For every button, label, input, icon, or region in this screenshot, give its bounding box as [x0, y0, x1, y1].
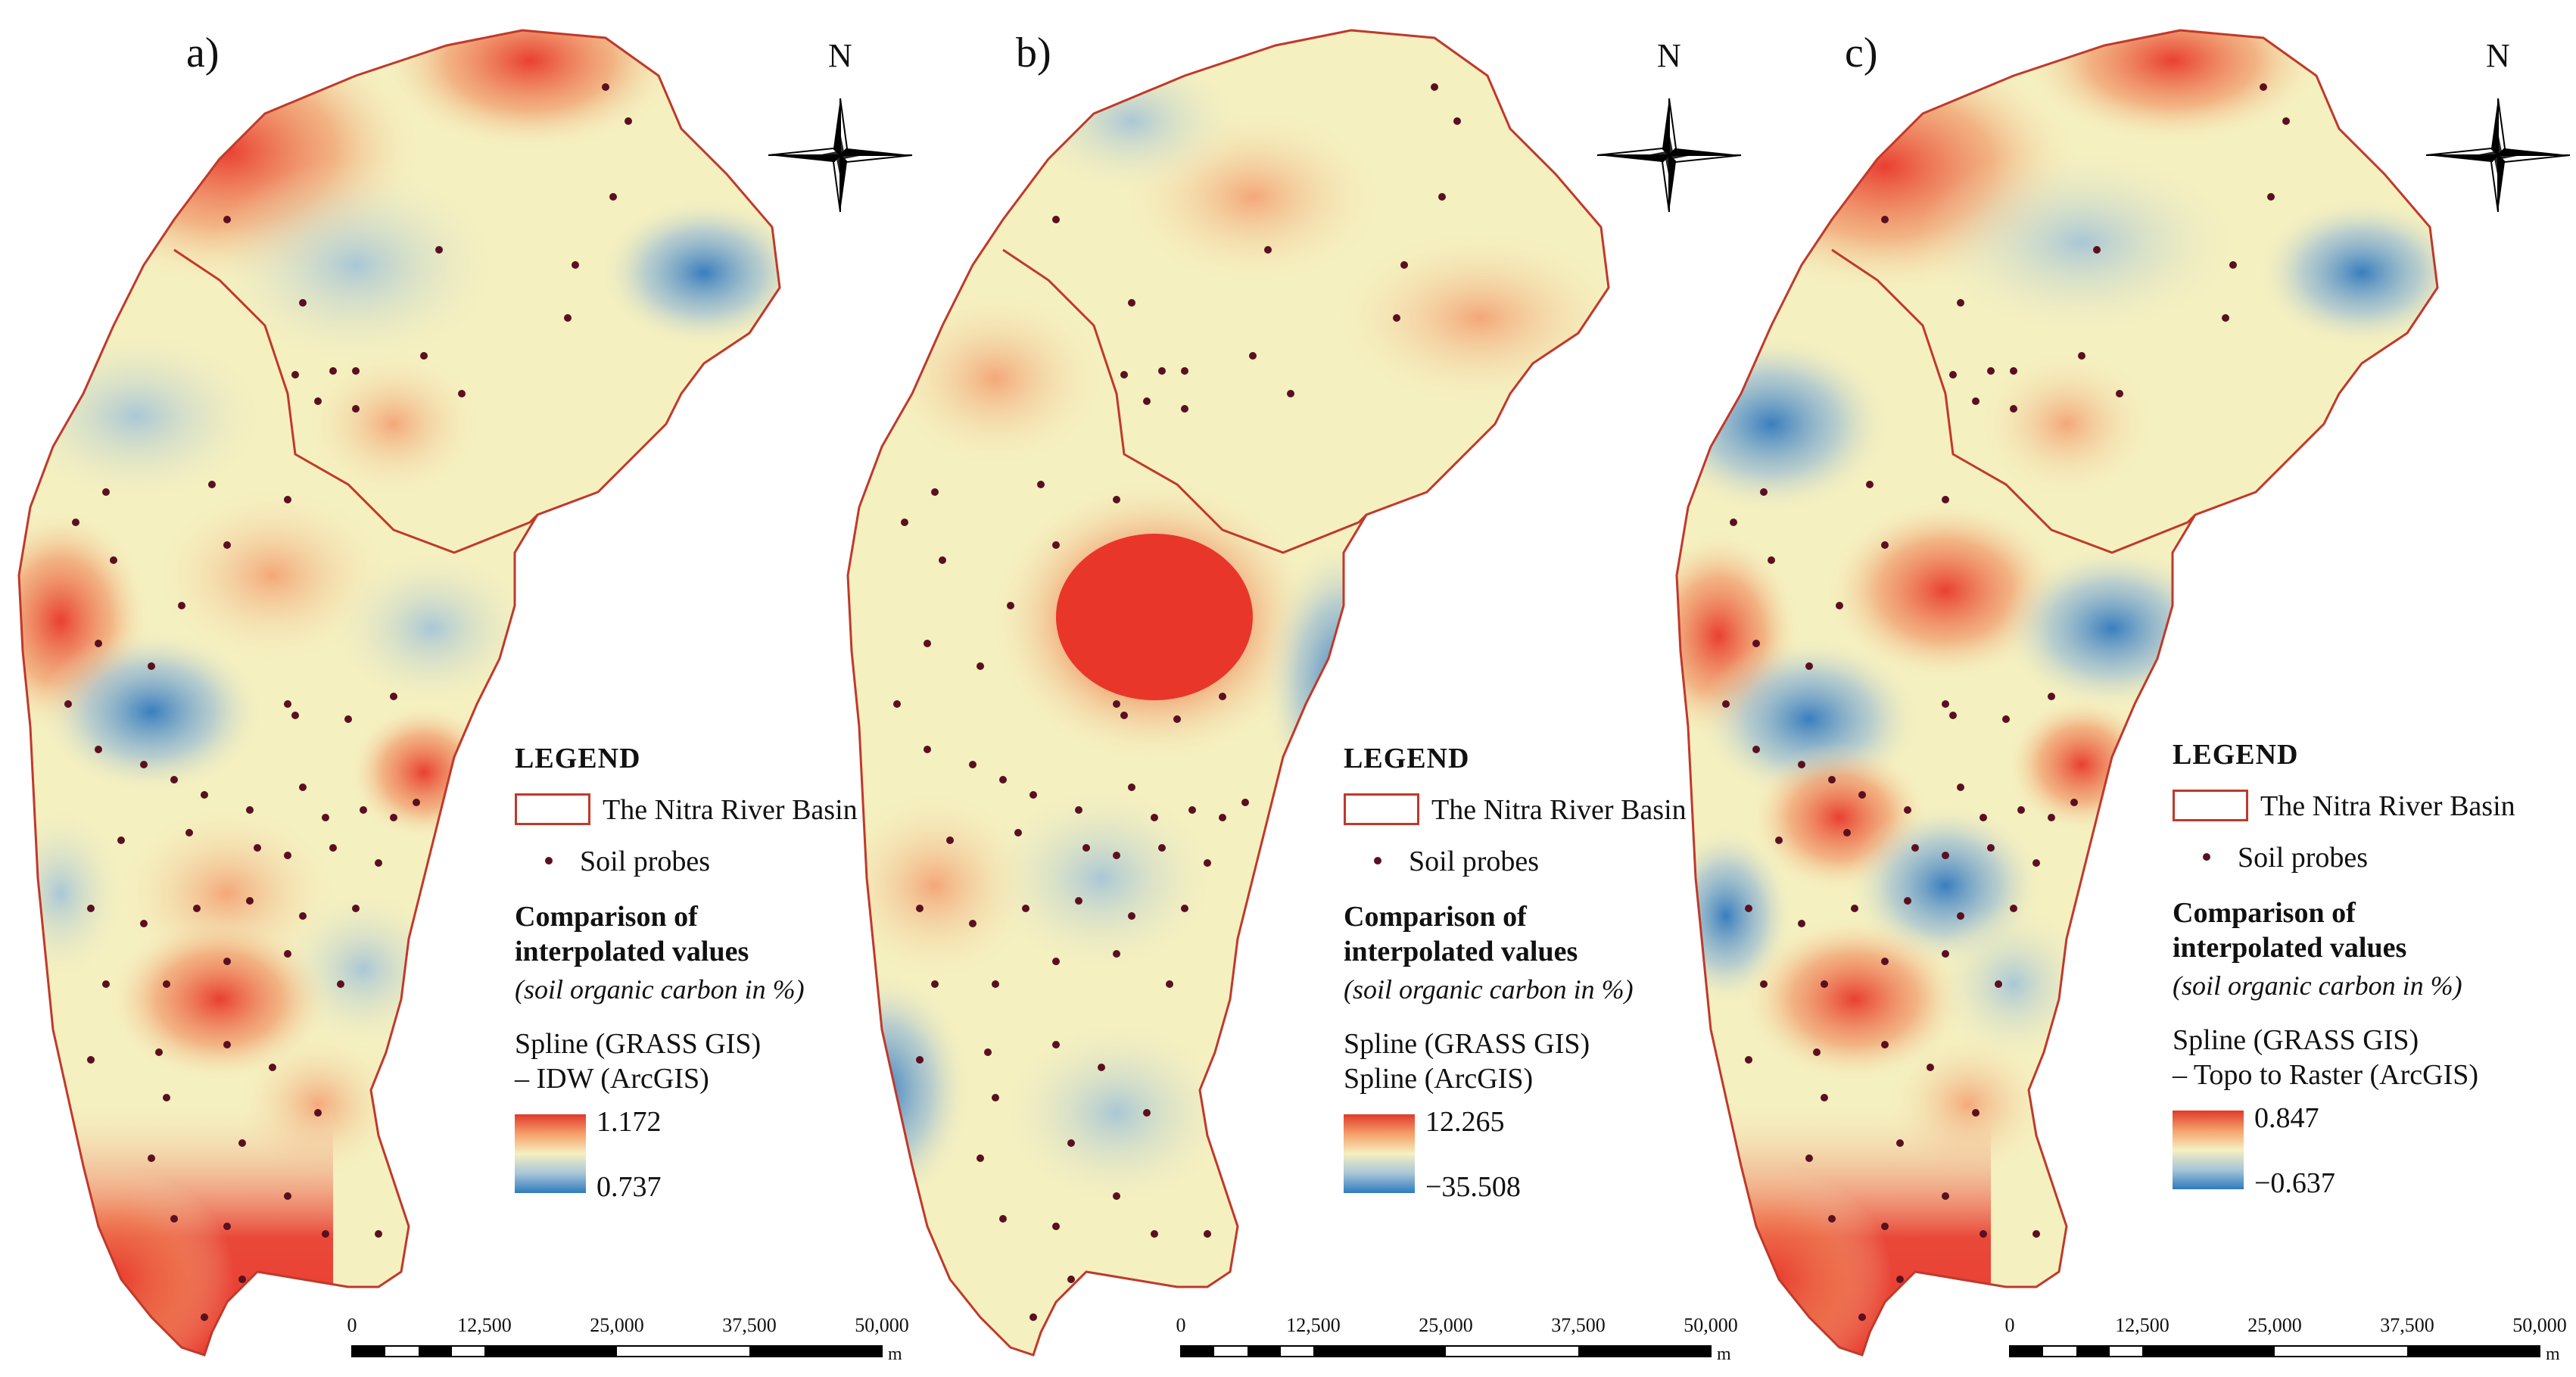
method-line-1: Spline (GRASS GIS): [515, 1028, 762, 1060]
panel-label-c: c): [1845, 30, 1878, 76]
scale-labels-c: 0 12,500 25,000 37,500 50,000 m: [2005, 1314, 2567, 1364]
ramp-max: 12.265: [1425, 1106, 1505, 1138]
comparison-subtitle: (soil organic carbon in %): [1344, 974, 1634, 1005]
scale-tick: 0: [1176, 1314, 1186, 1336]
scale-tick: 50,000: [1684, 1314, 1738, 1336]
scale-bar-a: [351, 1345, 883, 1357]
color-ramp: [2173, 1111, 2244, 1189]
color-ramp: [515, 1114, 586, 1193]
scale-tick: 0: [347, 1314, 357, 1336]
north-label-b: N: [1657, 37, 1681, 74]
basin-swatch: [1344, 793, 1419, 825]
comparison-title-2: interpolated values: [2173, 932, 2407, 964]
probes-label: Soil probes: [2238, 842, 2369, 874]
ramp-min: −35.508: [1425, 1171, 1521, 1203]
scale-tick: 12,500: [1286, 1314, 1341, 1336]
method-line-1: Spline (GRASS GIS): [2173, 1024, 2419, 1056]
north-label-c: N: [2486, 37, 2510, 74]
north-arrow-b: [1596, 98, 1742, 213]
comparison-subtitle: (soil organic carbon in %): [2173, 970, 2462, 1001]
probe-dot-icon: [1374, 857, 1381, 865]
legend-title: LEGEND: [515, 743, 641, 774]
panel-label-b: b): [1016, 30, 1051, 76]
legend-c: LEGEND The Nitra River Basin Soil probes…: [2173, 738, 2576, 1200]
color-ramp: [1344, 1114, 1415, 1193]
scale-tick: 12,500: [2115, 1314, 2170, 1336]
method-line-1: Spline (GRASS GIS): [1344, 1028, 1590, 1060]
scale-tick: 50,000: [855, 1314, 909, 1336]
scale-tick: 37,500: [2380, 1314, 2434, 1336]
probe-dot-icon: [545, 857, 553, 865]
ramp-min: −0.637: [2254, 1167, 2335, 1199]
north-label-a: N: [828, 37, 852, 74]
scale-bar-b: [1180, 1345, 1712, 1357]
method-line-2: – IDW (ArcGIS): [515, 1063, 709, 1095]
basin-label: The Nitra River Basin: [1431, 794, 1687, 826]
basin-label: The Nitra River Basin: [603, 794, 858, 826]
scale-tick: 25,000: [2247, 1314, 2302, 1336]
probes-label: Soil probes: [1409, 846, 1540, 877]
scale-tick: 25,000: [590, 1314, 644, 1336]
north-arrow-a: [768, 98, 913, 213]
comparison-title: Comparison of: [1344, 901, 1527, 933]
scale-tick: 37,500: [1551, 1314, 1606, 1336]
scale-tick: 0: [2004, 1314, 2015, 1336]
ramp-max: 0.847: [2254, 1102, 2319, 1134]
ramp-min: 0.737: [596, 1171, 662, 1203]
scale-tick: 12,500: [457, 1314, 512, 1336]
basin-swatch: [515, 793, 590, 825]
method-line-2: – Topo to Raster (ArcGIS): [2173, 1059, 2479, 1091]
probe-dot-icon: [2203, 853, 2210, 861]
comparison-title: Comparison of: [2173, 897, 2356, 929]
legend-a: LEGEND The Nitra River Basin Soil probes…: [515, 742, 939, 1204]
comparison-title-2: interpolated values: [1344, 936, 1578, 967]
panel-label-a: a): [186, 30, 220, 76]
comparison-title: Comparison of: [515, 901, 698, 933]
basin-swatch: [2173, 790, 2248, 821]
legend-b: LEGEND The Nitra River Basin Soil probes…: [1344, 742, 1768, 1204]
probes-label: Soil probes: [580, 846, 711, 877]
scale-labels-b: 0 12,500 25,000 37,500 50,000 m: [1176, 1314, 1738, 1364]
ramp-max: 1.172: [596, 1106, 662, 1138]
basin-label: The Nitra River Basin: [2260, 790, 2515, 822]
legend-title: LEGEND: [1344, 743, 1470, 774]
scale-unit: m: [1717, 1344, 1731, 1364]
scale-tick: 50,000: [2512, 1314, 2567, 1336]
comparison-subtitle: (soil organic carbon in %): [515, 974, 805, 1005]
legend-title: LEGEND: [2173, 739, 2299, 771]
scale-bar-c: [2009, 1345, 2540, 1357]
scale-tick: 37,500: [722, 1314, 777, 1336]
scale-labels-a: 0 12,500 25,000 37,500 50,000 m: [347, 1314, 909, 1364]
method-line-2: Spline (ArcGIS): [1344, 1063, 1534, 1095]
scale-unit: m: [2546, 1344, 2560, 1364]
scale-unit: m: [888, 1344, 902, 1364]
north-arrow-c: [2425, 98, 2571, 213]
comparison-title-2: interpolated values: [515, 936, 749, 967]
scale-tick: 25,000: [1419, 1314, 1473, 1336]
